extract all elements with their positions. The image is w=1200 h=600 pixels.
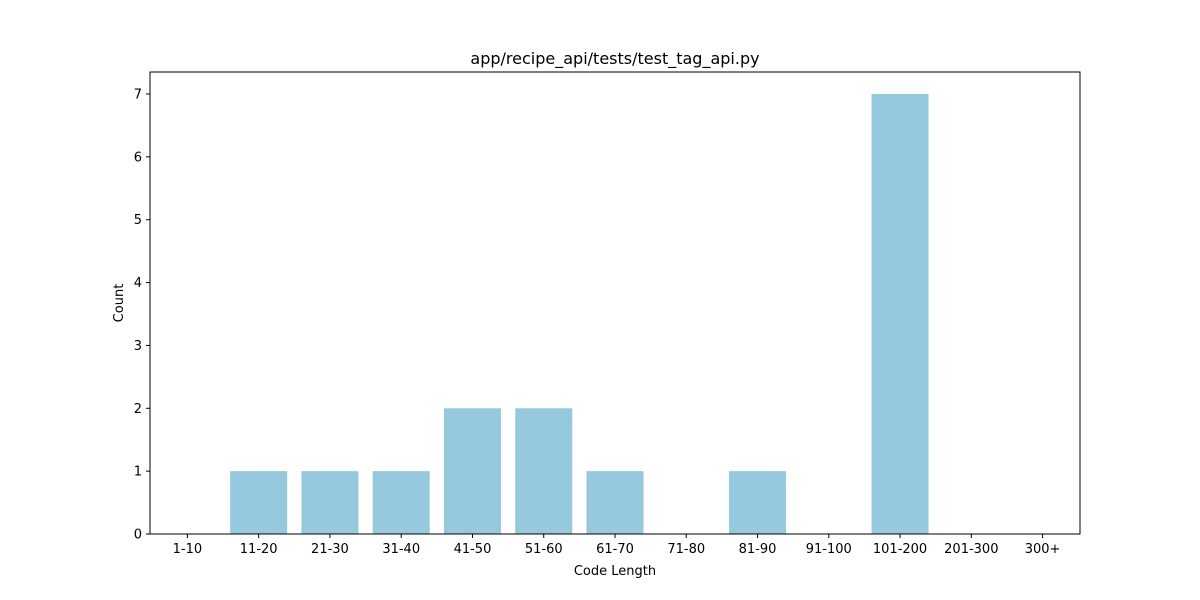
y-tick-label: 2 (134, 402, 142, 417)
x-tick-label: 51-60 (525, 542, 563, 557)
x-axis-ticks: 1-10 11-20 21-30 31-40 41-50 51-60 61-70 71-80 8… (173, 534, 1061, 557)
bar-31-40 (372, 471, 430, 534)
y-tick-label: 0 (134, 528, 142, 543)
x-tick-label: 300+ (1025, 542, 1061, 557)
chart-title: app/recipe_api/tests/test_tag_api.py (470, 49, 759, 69)
y-tick-label: 1 (134, 465, 142, 480)
y-tick-label: 7 (134, 88, 142, 103)
y-tick-label: 5 (134, 213, 142, 228)
x-tick-label: 91-100 (806, 542, 852, 557)
bar-61-70 (586, 471, 644, 534)
x-tick-label: 41-50 (454, 542, 492, 557)
x-tick-label: 1-10 (173, 542, 203, 557)
bar-11-20 (230, 471, 288, 534)
bar-21-30 (301, 471, 359, 534)
bars-group (230, 94, 929, 534)
y-axis-label: Count (112, 284, 127, 323)
y-axis-ticks: 0 1 2 3 4 5 6 7 (134, 88, 150, 543)
bar-51-60 (515, 408, 573, 534)
bar-41-50 (443, 408, 501, 534)
x-tick-label: 71-80 (667, 542, 705, 557)
x-tick-label: 61-70 (596, 542, 634, 557)
bar-101-200 (871, 94, 929, 534)
x-tick-label: 31-40 (382, 542, 420, 557)
bar-81-90 (729, 471, 787, 534)
y-tick-label: 3 (134, 339, 142, 354)
x-tick-label: 21-30 (311, 542, 349, 557)
y-tick-label: 6 (134, 150, 142, 165)
x-tick-label: 201-300 (944, 542, 998, 557)
x-tick-label: 11-20 (240, 542, 278, 557)
x-axis-label: Code Length (574, 564, 656, 579)
x-tick-label: 81-90 (739, 542, 777, 557)
y-tick-label: 4 (134, 276, 142, 291)
x-tick-label: 101-200 (873, 542, 927, 557)
